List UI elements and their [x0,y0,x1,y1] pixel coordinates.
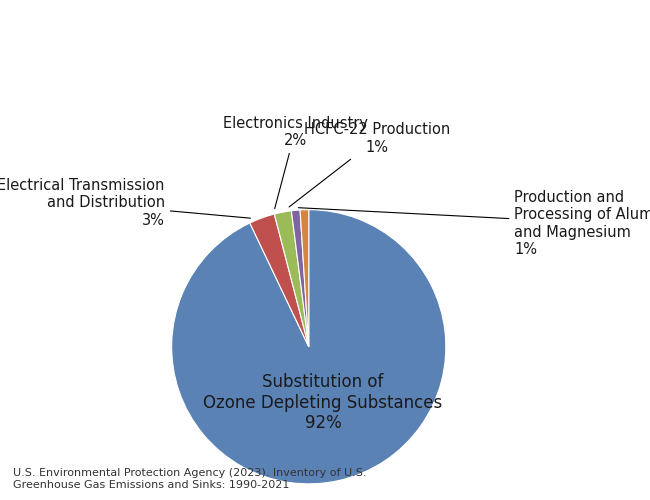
Text: Production and
Processing of Aluminum
and Magnesium
1%: Production and Processing of Aluminum an… [298,190,650,257]
Wedge shape [172,210,446,484]
Wedge shape [274,211,309,347]
Text: Electronics Industry
2%: Electronics Industry 2% [222,116,367,208]
Wedge shape [291,210,309,347]
Wedge shape [250,214,309,347]
Text: Electrical Transmission
and Distribution
3%: Electrical Transmission and Distribution… [0,178,250,228]
Text: Substitution of
Ozone Depleting Substances
92%: Substitution of Ozone Depleting Substanc… [203,372,443,432]
Wedge shape [300,210,309,347]
Text: HCFC-22 Production
1%: HCFC-22 Production 1% [289,122,450,207]
Text: U.S. Environmental Protection Agency (2023). Inventory of U.S.
Greenhouse Gas Em: U.S. Environmental Protection Agency (20… [13,468,367,490]
